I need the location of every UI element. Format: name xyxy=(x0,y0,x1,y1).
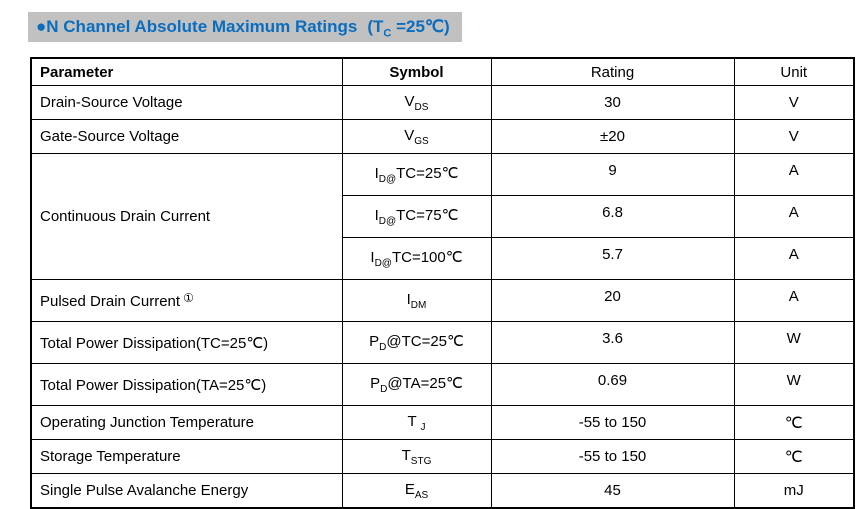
symbol-cell: ID@TC=25℃ xyxy=(341,153,492,196)
footnote-marker: ① xyxy=(183,291,194,305)
parameter-cell: Single Pulse Avalanche Energy xyxy=(30,473,343,509)
rating-cell: 5.7 xyxy=(490,237,735,280)
table-row: Single Pulse Avalanche Energy EAS 45 mJ xyxy=(30,473,855,509)
rating-cell: ±20 xyxy=(490,119,735,154)
absolute-maximum-ratings-table: Parameter Symbol Rating Unit Drain-Sourc… xyxy=(30,57,855,509)
parameter-cell: Operating Junction Temperature xyxy=(30,405,343,440)
parameter-cell: Storage Temperature xyxy=(30,439,343,474)
unit-cell: A xyxy=(733,237,855,280)
rating-cell: 3.6 xyxy=(490,321,735,364)
unit-cell: W xyxy=(733,363,855,406)
symbol-cell: ID@TC=75℃ xyxy=(341,195,492,238)
rating-cell: 0.69 xyxy=(490,363,735,406)
rating-cell: 30 xyxy=(490,85,735,120)
unit-cell: V xyxy=(733,85,855,120)
table-row: Total Power Dissipation(TA=25℃) PD@TA=25… xyxy=(30,363,855,406)
unit-cell: ℃ xyxy=(733,439,855,474)
symbol-cell: ID@TC=100℃ xyxy=(341,237,492,280)
header-row: Parameter Symbol Rating Unit xyxy=(30,57,855,86)
symbol-cell: IDM xyxy=(341,279,492,322)
parameter-cell-merged: Continuous Drain Current xyxy=(30,153,343,280)
symbol-cell: T J xyxy=(341,405,492,440)
section-title: N Channel Absolute Maximum Ratings xyxy=(46,17,358,36)
rating-cell: -55 to 150 xyxy=(490,405,735,440)
header-parameter: Parameter xyxy=(30,57,343,86)
parameter-cell: Total Power Dissipation(TC=25℃) xyxy=(30,321,343,364)
parameter-cell: Drain-Source Voltage xyxy=(30,85,343,120)
rating-cell: -55 to 150 xyxy=(490,439,735,474)
section-title-condition: (TC =25℃) xyxy=(367,17,450,40)
header-rating: Rating xyxy=(490,57,735,86)
table-row: Storage Temperature TSTG -55 to 150 ℃ xyxy=(30,439,855,474)
unit-cell: W xyxy=(733,321,855,364)
symbol-cell: TSTG xyxy=(341,439,492,474)
rating-cell: 20 xyxy=(490,279,735,322)
header-symbol: Symbol xyxy=(341,57,492,86)
section-title-bar: ●N Channel Absolute Maximum Ratings (TC =… xyxy=(28,12,462,42)
table-row: ID@TC=100℃ 5.7 A xyxy=(31,237,855,280)
table-row: Operating Junction Temperature T J -55 t… xyxy=(30,405,855,440)
bullet-icon: ● xyxy=(36,17,47,36)
parameter-cell: Gate-Source Voltage xyxy=(30,119,343,154)
rating-cell: 6.8 xyxy=(490,195,735,238)
parameter-cell: Pulsed Drain Current ① xyxy=(30,279,343,322)
symbol-cell: EAS xyxy=(341,473,492,509)
symbol-cell: PD@TC=25℃ xyxy=(341,321,492,364)
rating-cell: 9 xyxy=(490,153,735,196)
symbol-cell: VDS xyxy=(341,85,492,120)
unit-cell: ℃ xyxy=(733,405,855,440)
symbol-cell: PD@TA=25℃ xyxy=(341,363,492,406)
header-unit: Unit xyxy=(733,57,855,86)
table-row: Gate-Source Voltage VGS ±20 V xyxy=(30,119,855,154)
table-row: Total Power Dissipation(TC=25℃) PD@TC=25… xyxy=(30,321,855,364)
unit-cell: V xyxy=(733,119,855,154)
table-row: Drain-Source Voltage VDS 30 V xyxy=(30,85,855,120)
table-row: Pulsed Drain Current ① IDM 20 A xyxy=(30,279,855,322)
unit-cell: A xyxy=(733,195,855,238)
rating-cell: 45 xyxy=(490,473,735,509)
unit-cell: A xyxy=(733,153,855,196)
unit-cell: mJ xyxy=(733,473,855,509)
parameter-cell: Total Power Dissipation(TA=25℃) xyxy=(30,363,343,406)
symbol-cell: VGS xyxy=(341,119,492,154)
unit-cell: A xyxy=(733,279,855,322)
table-row: Continuous Drain Current ID@TC=25℃ 9 A xyxy=(30,153,855,280)
